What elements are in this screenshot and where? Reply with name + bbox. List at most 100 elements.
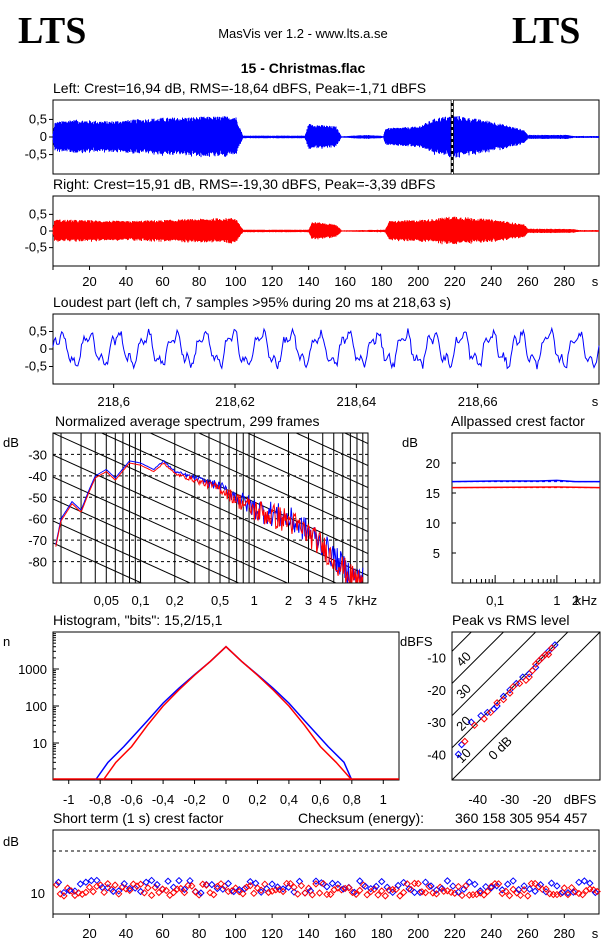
stc-point-right [337, 886, 346, 894]
allpassed-crest-title: Allpassed crest factor [451, 413, 585, 429]
pvr-point-right [528, 666, 537, 675]
stc-point-right [166, 891, 174, 899]
pvr-point-right [548, 644, 556, 652]
stc-point-left [443, 877, 452, 885]
stc-xtick-label: 60 [155, 926, 169, 941]
stc-point-left [273, 883, 282, 891]
right-xtick-label: 160 [334, 274, 356, 289]
stc-point-left [131, 884, 139, 892]
stc-point-right [377, 887, 386, 895]
stc-point-left [361, 882, 369, 891]
stc-point-right [173, 885, 181, 893]
checksum-value: 360 158 305 954 457 [455, 810, 588, 826]
stc-point-right [257, 886, 265, 894]
pvr-point-left [493, 702, 501, 710]
stc-point-right [209, 890, 218, 899]
spectrum-slope [343, 433, 368, 444]
spectrum-slope [246, 433, 368, 488]
spectrum-xtick-label: 0,1 [131, 593, 149, 608]
spectrum-ylabel: dB [3, 435, 19, 450]
stc-point-right [472, 890, 481, 899]
stc-point-left [356, 877, 364, 885]
pvr-point-right [522, 676, 530, 684]
stc-point-left [525, 885, 534, 893]
pvr-xunit: dBFS [564, 792, 597, 807]
stc-ylabel: dB [3, 834, 19, 849]
stc-point-left [164, 877, 172, 885]
stc-point-left [498, 886, 506, 894]
stc-point-left [372, 882, 380, 891]
stc-point-left [383, 883, 391, 891]
spectrum-ytick-label: -30 [28, 447, 47, 462]
crest-xtick-label: 2 [572, 593, 579, 608]
stc-point-left [197, 889, 205, 897]
pvr-crest-label: 0 dB [485, 733, 515, 763]
stc-point-left [180, 885, 189, 894]
crest-xunit: kHz [575, 593, 597, 608]
stc-point-right [454, 882, 463, 891]
right-xtick-label: 260 [517, 274, 539, 289]
pvr-point-left [483, 708, 492, 717]
stc-frame [52, 829, 600, 915]
stc-point-right [535, 883, 543, 891]
spectrum-area [53, 433, 368, 583]
stc-xtick-label: 180 [371, 926, 393, 941]
stc-point-right [115, 890, 123, 898]
stc-point-left [465, 878, 474, 886]
stc-point-right [74, 889, 83, 897]
stc-point-right [162, 886, 170, 895]
spectrum-xtick-label: 2 [285, 593, 292, 608]
stc-point-left [224, 879, 233, 888]
stc-point-left [564, 889, 572, 897]
logo-right: LTS [512, 10, 581, 52]
stc-point-left [476, 887, 485, 895]
stc-point-right [315, 889, 324, 897]
crest-ylabel: dB [402, 435, 418, 450]
pvr-point-right [480, 715, 488, 723]
stc-point-right [111, 881, 119, 889]
loudest-xunit: s [592, 394, 599, 409]
stc-point-left [82, 878, 90, 886]
right-waveform-ytick-label: -0,5 [25, 240, 47, 255]
stc-point-right [348, 888, 357, 897]
stc-point-left [487, 884, 495, 892]
stc-point-right [443, 887, 452, 895]
stc-point-left [219, 885, 227, 893]
right-xtick-label: 80 [192, 274, 206, 289]
stc-point-right [217, 880, 225, 888]
stc-point-left [438, 884, 446, 893]
loudest-signal [52, 326, 600, 370]
stc-point-right [483, 887, 492, 896]
stc-point-left [509, 877, 517, 885]
stc-ytick-label: 10 [31, 886, 45, 901]
stc-point-right [319, 879, 327, 888]
stc-point-right [85, 883, 94, 891]
stc-point-right [264, 888, 273, 897]
right-xtick-label: 180 [371, 274, 393, 289]
crest-xtick-label: 0,1 [486, 593, 504, 608]
stc-point-right [575, 889, 583, 898]
stc-point-right [564, 890, 572, 899]
stc-point-left [334, 880, 342, 889]
stc-xtick-label: 120 [261, 926, 283, 941]
short-term-crest-title: Short term (1 s) crest factor [53, 810, 224, 826]
stc-xtick-label: 40 [119, 926, 133, 941]
stc-point-right [509, 885, 517, 894]
pvr-xtick-label: -40 [468, 792, 487, 807]
stc-point-right [458, 891, 466, 900]
crest-frame [451, 432, 601, 584]
stc-point-right [465, 891, 474, 899]
stc-point-right [136, 880, 145, 888]
stc-point-left [514, 885, 523, 894]
stc-point-left [449, 882, 457, 890]
stc-point-right [399, 888, 408, 897]
crest-ytick-label: 20 [426, 456, 440, 471]
histogram-ylabel: n [3, 634, 10, 649]
histogram-series-right [102, 645, 353, 781]
pvr-xtick-label: -30 [501, 792, 520, 807]
stc-xtick-label: 200 [407, 926, 429, 941]
stc-point-right [268, 887, 276, 895]
spectrum-ytick-label: -60 [28, 512, 47, 527]
stc-point-left [388, 888, 397, 897]
pvr-point-right [486, 708, 495, 717]
